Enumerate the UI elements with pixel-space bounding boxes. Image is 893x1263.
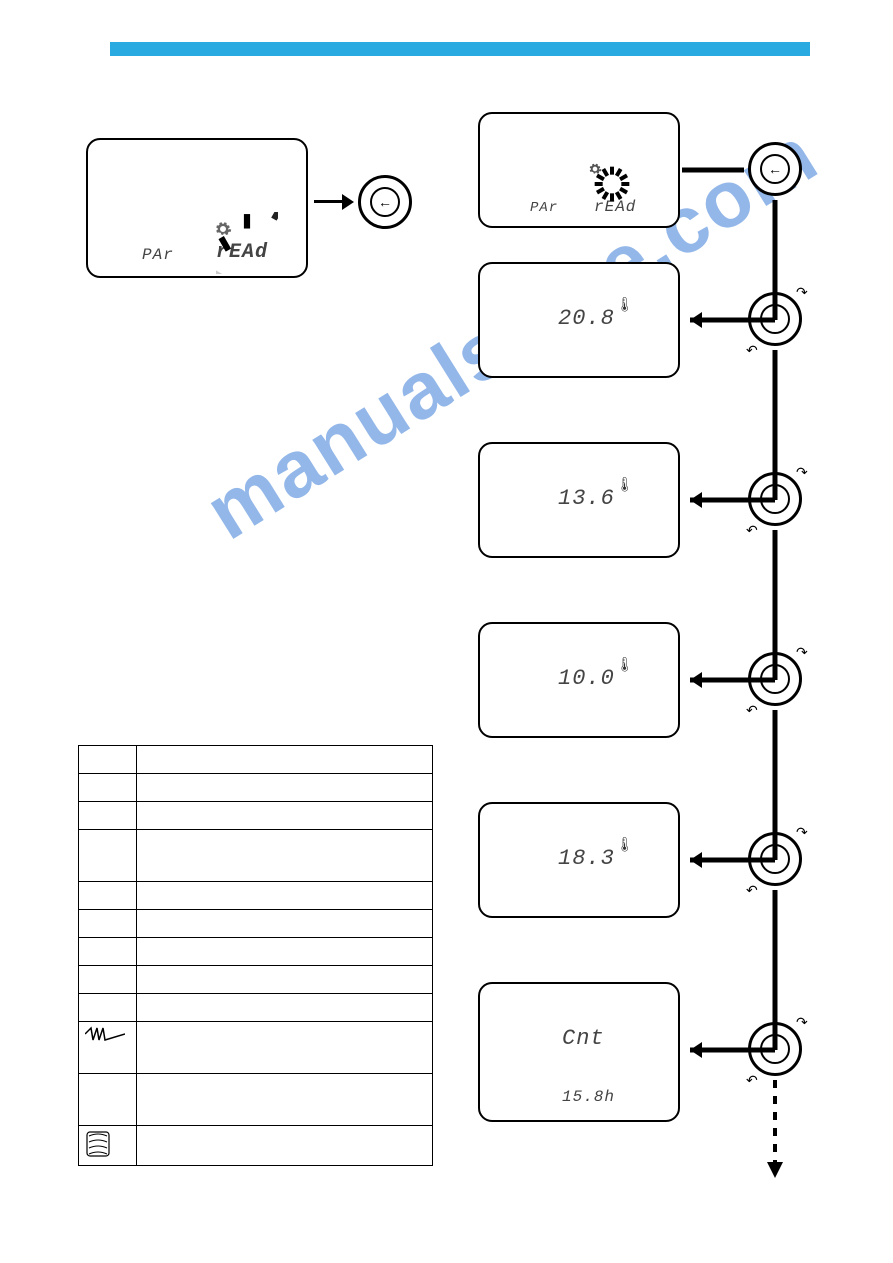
table-row xyxy=(79,802,433,830)
table-row xyxy=(79,774,433,802)
rotate-cw-icon: ↷ xyxy=(796,1014,808,1031)
table-cell-desc xyxy=(137,910,433,938)
table-cell-desc xyxy=(137,774,433,802)
rotate-ccw-icon: ↶ xyxy=(746,702,758,719)
table-cell-symbol xyxy=(79,802,137,830)
lcd-screen-4: 18.3 🌡 xyxy=(478,802,680,918)
rotate-ccw-icon: ↶ xyxy=(746,342,758,359)
table-cell-desc xyxy=(137,830,433,882)
table-cell-symbol xyxy=(79,882,137,910)
lcd-screen-3: 10.0 🌡 xyxy=(478,622,680,738)
rotate-ccw-icon: ↶ xyxy=(746,882,758,899)
table-row xyxy=(79,994,433,1022)
table-cell-desc xyxy=(137,938,433,966)
table-row xyxy=(79,1022,433,1074)
enter-dial-0[interactable]: ← xyxy=(748,142,802,196)
table-row xyxy=(79,830,433,882)
parameter-table xyxy=(78,745,433,1166)
table-cell-symbol xyxy=(79,830,137,882)
rotate-cw-icon: ↷ xyxy=(796,464,808,481)
table-cell-desc xyxy=(137,802,433,830)
rotate-dial-1[interactable] xyxy=(748,292,802,346)
screen5-lower: 15.8h xyxy=(562,1088,615,1106)
table-row xyxy=(79,1074,433,1126)
table-cell-symbol xyxy=(79,746,137,774)
lcd-screen-1: 20.8 🌡 xyxy=(478,262,680,378)
table-cell-desc xyxy=(137,994,433,1022)
screen3-value: 10.0 xyxy=(558,666,615,691)
table-cell-desc xyxy=(137,1022,433,1074)
table-cell-symbol xyxy=(79,910,137,938)
table-row xyxy=(79,910,433,938)
screen5-main: Cnt xyxy=(562,1026,605,1051)
rotate-dial-2[interactable] xyxy=(748,472,802,526)
table-cell-symbol xyxy=(79,1074,137,1126)
enter-dial-button[interactable]: ← xyxy=(358,175,412,229)
arrow-head-icon xyxy=(342,194,354,210)
thermometer-icon: 🌡 xyxy=(616,476,634,493)
table-row xyxy=(79,1126,433,1166)
connector-arrow xyxy=(314,200,344,203)
rotate-cw-icon: ↷ xyxy=(796,824,808,841)
dial-inner-ring xyxy=(760,304,790,334)
thermometer-icon: 🌡 xyxy=(616,296,634,313)
rotate-dial-3[interactable] xyxy=(748,652,802,706)
table-cell-desc xyxy=(137,882,433,910)
table-row xyxy=(79,746,433,774)
rotate-cw-icon: ↷ xyxy=(796,644,808,661)
screen0-left-label: PAr xyxy=(530,200,558,216)
screen1-value: 20.8 xyxy=(558,306,615,331)
table-cell-symbol xyxy=(79,1022,137,1074)
thermometer-icon: 🌡 xyxy=(616,656,634,673)
lcd-screen-0: PAr rEAd xyxy=(478,112,680,228)
screen4-value: 18.3 xyxy=(558,846,615,871)
lcd-screen-main: PAr rEAd xyxy=(86,138,308,278)
lcd-screen-5: Cnt 15.8h xyxy=(478,982,680,1122)
dial-inner-ring xyxy=(760,844,790,874)
table-cell-desc xyxy=(137,1126,433,1166)
table-cell-symbol xyxy=(79,966,137,994)
table-row xyxy=(79,966,433,994)
table-row xyxy=(79,938,433,966)
seg-label-par: PAr xyxy=(142,246,174,264)
rotate-ccw-icon: ↶ xyxy=(746,522,758,539)
rotate-ccw-icon: ↶ xyxy=(746,1072,758,1089)
rotate-dial-5[interactable] xyxy=(748,1022,802,1076)
gear-icon-small xyxy=(588,162,602,176)
table-row xyxy=(79,882,433,910)
dial-inner-ring xyxy=(760,484,790,514)
thermometer-icon: 🌡 xyxy=(616,836,634,853)
dial-inner-ring xyxy=(760,664,790,694)
gear-icon xyxy=(214,220,232,238)
table-cell-symbol xyxy=(79,938,137,966)
header-accent-bar xyxy=(110,42,810,56)
rotate-dial-4[interactable] xyxy=(748,832,802,886)
table-cell-symbol xyxy=(79,994,137,1022)
rotate-cw-icon: ↷ xyxy=(796,284,808,301)
table-cell-desc xyxy=(137,746,433,774)
table-cell-symbol xyxy=(79,774,137,802)
table-cell-desc xyxy=(137,966,433,994)
dial-inner-ring xyxy=(760,1034,790,1064)
lcd-screen-2: 13.6 🌡 xyxy=(478,442,680,558)
screen2-value: 13.6 xyxy=(558,486,615,511)
enter-arrow-icon: ← xyxy=(768,161,782,177)
enter-arrow-icon: ← xyxy=(378,194,392,210)
table-cell-desc xyxy=(137,1074,433,1126)
table-cell-symbol xyxy=(79,1126,137,1166)
